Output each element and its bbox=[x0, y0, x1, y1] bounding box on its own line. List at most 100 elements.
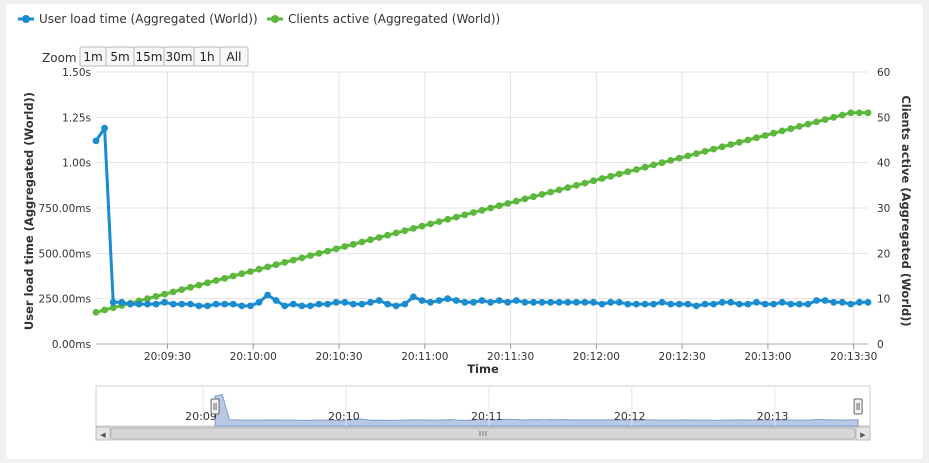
data-point[interactable] bbox=[349, 300, 357, 308]
data-point[interactable] bbox=[298, 254, 306, 262]
data-point[interactable] bbox=[221, 274, 229, 282]
data-point[interactable] bbox=[813, 118, 820, 126]
data-point[interactable] bbox=[710, 300, 717, 308]
data-point[interactable] bbox=[118, 298, 126, 306]
data-point[interactable] bbox=[735, 300, 743, 308]
scrollbar-left-button[interactable]: ◀ bbox=[95, 426, 111, 441]
data-point[interactable] bbox=[624, 300, 632, 308]
data-point[interactable] bbox=[375, 297, 383, 304]
data-point[interactable] bbox=[615, 170, 623, 178]
data-point[interactable] bbox=[195, 281, 203, 289]
data-point[interactable] bbox=[538, 298, 546, 306]
data-point[interactable] bbox=[573, 181, 580, 189]
data-point[interactable] bbox=[667, 300, 675, 308]
data-point[interactable] bbox=[367, 298, 374, 306]
data-point[interactable] bbox=[530, 298, 537, 306]
scrollbar-thumb[interactable] bbox=[110, 427, 856, 440]
data-point[interactable] bbox=[624, 168, 632, 176]
data-point[interactable] bbox=[615, 298, 623, 306]
data-point[interactable] bbox=[761, 300, 769, 308]
data-point[interactable] bbox=[135, 300, 143, 308]
data-point[interactable] bbox=[101, 124, 108, 132]
data-point[interactable] bbox=[770, 300, 777, 308]
data-point[interactable] bbox=[264, 291, 271, 299]
navigator-scrollbar[interactable]: ◀ ▶ bbox=[95, 426, 871, 441]
data-point[interactable] bbox=[298, 302, 306, 310]
data-point[interactable] bbox=[641, 300, 649, 308]
data-point[interactable] bbox=[161, 290, 169, 298]
data-point[interactable] bbox=[564, 184, 572, 192]
navigator[interactable]: 20:09 20:10 20:11 20:12 20:13◀ ▶ bbox=[95, 385, 871, 441]
data-point[interactable] bbox=[727, 298, 735, 306]
data-point[interactable] bbox=[126, 300, 134, 308]
data-point[interactable] bbox=[358, 238, 366, 246]
data-point[interactable] bbox=[778, 298, 786, 306]
data-point[interactable] bbox=[478, 297, 486, 304]
data-point[interactable] bbox=[178, 300, 186, 308]
data-point[interactable] bbox=[315, 249, 323, 257]
data-point[interactable] bbox=[401, 300, 409, 308]
data-point[interactable] bbox=[581, 179, 589, 187]
data-point[interactable] bbox=[401, 227, 409, 235]
data-point[interactable] bbox=[838, 298, 846, 306]
navigator-handle-left[interactable] bbox=[210, 398, 220, 415]
data-point[interactable] bbox=[521, 195, 529, 203]
scrollbar-right-button[interactable]: ▶ bbox=[855, 426, 871, 441]
data-point[interactable] bbox=[247, 268, 254, 275]
data-point[interactable] bbox=[92, 137, 100, 145]
data-point[interactable] bbox=[675, 154, 683, 162]
data-point[interactable] bbox=[547, 298, 554, 306]
data-point[interactable] bbox=[495, 202, 503, 210]
data-point[interactable] bbox=[281, 302, 289, 310]
data-point[interactable] bbox=[512, 297, 520, 304]
data-point[interactable] bbox=[452, 297, 460, 304]
data-point[interactable] bbox=[864, 109, 872, 117]
data-point[interactable] bbox=[658, 298, 666, 306]
data-point[interactable] bbox=[495, 297, 503, 304]
data-point[interactable] bbox=[504, 200, 512, 207]
data-point[interactable] bbox=[212, 277, 220, 284]
legend-item-2[interactable]: Clients active (Aggregated (World)) bbox=[267, 12, 500, 26]
data-point[interactable] bbox=[109, 298, 117, 306]
data-point[interactable] bbox=[264, 263, 271, 271]
data-point[interactable] bbox=[796, 123, 803, 130]
data-point[interactable] bbox=[289, 300, 297, 308]
data-point[interactable] bbox=[761, 132, 769, 139]
data-point[interactable] bbox=[590, 177, 597, 185]
data-point[interactable] bbox=[187, 283, 194, 291]
data-point[interactable] bbox=[169, 288, 177, 296]
data-point[interactable] bbox=[821, 116, 829, 123]
data-point[interactable] bbox=[658, 159, 666, 167]
data-point[interactable] bbox=[830, 298, 838, 306]
zoom-button-1m[interactable]: 1m bbox=[79, 46, 107, 67]
data-point[interactable] bbox=[418, 297, 426, 304]
data-point[interactable] bbox=[735, 138, 743, 146]
data-point[interactable] bbox=[238, 302, 246, 310]
data-point[interactable] bbox=[272, 297, 280, 304]
data-point[interactable] bbox=[375, 234, 383, 241]
data-point[interactable] bbox=[667, 157, 675, 164]
data-point[interactable] bbox=[804, 300, 812, 308]
zoom-button-1h[interactable]: 1h bbox=[193, 46, 221, 67]
data-point[interactable] bbox=[229, 272, 237, 280]
data-point[interactable] bbox=[821, 297, 829, 304]
zoom-button-30m[interactable]: 30m bbox=[163, 46, 195, 67]
data-point[interactable] bbox=[856, 109, 863, 117]
data-point[interactable] bbox=[152, 293, 160, 300]
data-point[interactable] bbox=[607, 172, 615, 180]
data-point[interactable] bbox=[109, 304, 117, 312]
data-point[interactable] bbox=[675, 300, 683, 308]
data-point[interactable] bbox=[701, 300, 709, 308]
data-point[interactable] bbox=[590, 298, 597, 306]
data-point[interactable] bbox=[787, 125, 795, 133]
data-point[interactable] bbox=[272, 261, 280, 269]
data-point[interactable] bbox=[633, 300, 640, 308]
data-point[interactable] bbox=[512, 197, 520, 205]
data-point[interactable] bbox=[838, 111, 846, 119]
data-point[interactable] bbox=[204, 279, 211, 287]
data-point[interactable] bbox=[778, 127, 786, 135]
data-point[interactable] bbox=[693, 150, 700, 158]
data-point[interactable] bbox=[238, 270, 246, 278]
data-point[interactable] bbox=[864, 298, 872, 306]
data-point[interactable] bbox=[427, 220, 434, 228]
